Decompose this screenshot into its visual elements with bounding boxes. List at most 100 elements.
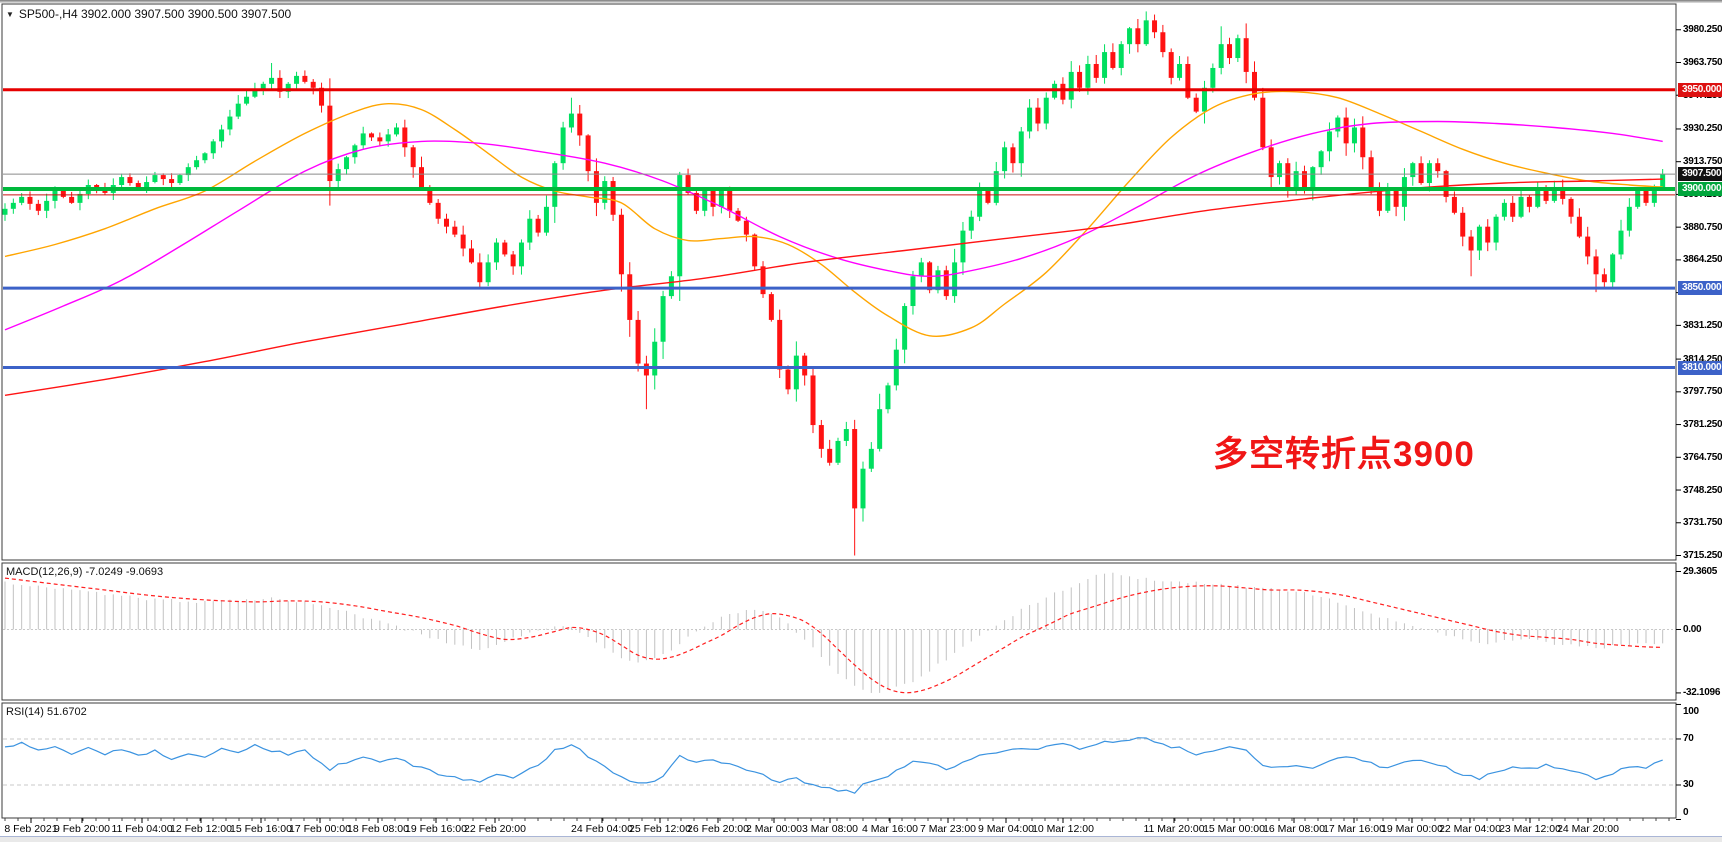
candle-body — [144, 182, 150, 189]
candle-body — [560, 127, 566, 164]
candle-body — [219, 129, 225, 142]
candle-body — [1368, 157, 1374, 187]
price-chart-panel[interactable] — [1, 3, 1677, 561]
candle-body — [1643, 190, 1649, 203]
candle-body — [244, 96, 250, 104]
candle-body — [227, 116, 233, 130]
candle-body — [369, 133, 375, 138]
candle-body — [302, 75, 308, 82]
candle-body — [1418, 163, 1424, 184]
candle-body — [1435, 163, 1441, 172]
candle-body — [1127, 28, 1133, 45]
price-tick-label: 3781.250 — [1683, 419, 1722, 431]
time-tick-label: 24 Feb 04:00 — [571, 823, 633, 835]
ma-fast-orange — [4, 90, 1663, 337]
time-tick-label: 17 Mar 16:00 — [1323, 823, 1385, 835]
price-tick-label: 3930.250 — [1683, 123, 1722, 135]
price-tick-label: 3963.750 — [1683, 57, 1722, 68]
candle-body — [1218, 44, 1224, 68]
candle-body — [1085, 63, 1091, 88]
collapse-triangle-icon[interactable]: ▼ — [6, 10, 14, 19]
candle-body — [718, 190, 724, 207]
candle-body — [902, 306, 908, 350]
candle-body — [585, 135, 591, 172]
candle-body — [1143, 20, 1149, 45]
macd-indicator-label: MACD(12,26,9) -7.0249 -9.0693 — [6, 566, 164, 578]
time-tick-label: 9 Mar 04:00 — [977, 823, 1035, 835]
candle-body — [260, 83, 266, 90]
candle-body — [1077, 71, 1083, 88]
candle-body — [877, 409, 883, 449]
macd-panel[interactable] — [1, 562, 1677, 701]
candle-body — [1093, 63, 1099, 78]
price-badge-3810.000: 3810.000 — [1678, 360, 1722, 375]
candle-body — [627, 274, 633, 320]
candle-body — [1460, 212, 1466, 237]
time-tick-label: 12 Feb 12:00 — [170, 823, 232, 835]
price-tick-label: 3764.750 — [1683, 451, 1722, 463]
time-tick-label: 16 Mar 08:00 — [1263, 823, 1325, 835]
candle-body — [643, 363, 649, 376]
candle-body — [702, 190, 708, 211]
price-tick-label: 3797.750 — [1683, 386, 1722, 398]
candle-body — [693, 192, 699, 211]
candle-body — [635, 319, 641, 364]
macd-tick-label: -32.1096 — [1683, 687, 1721, 699]
candle-body — [1160, 32, 1166, 53]
candle-body — [277, 77, 283, 92]
time-tick-label: 11 Feb 04:00 — [111, 823, 173, 835]
candle-body — [577, 113, 583, 136]
candle-body — [119, 177, 125, 186]
candle-body — [1376, 186, 1382, 211]
candle-body — [1260, 97, 1266, 148]
candle-body — [1285, 163, 1291, 187]
candle-body — [652, 341, 658, 376]
candle-body — [1426, 163, 1432, 184]
candle-body — [1018, 131, 1024, 164]
candle-body — [210, 141, 216, 154]
candle-body — [1152, 20, 1158, 33]
rsi-tick-label: 30 — [1683, 779, 1694, 791]
candle-body — [1493, 216, 1499, 243]
price-tick-label: 3880.750 — [1683, 221, 1722, 233]
candle-body — [727, 190, 733, 211]
candle-body — [1027, 107, 1033, 132]
macd-tick-label: 0.00 — [1683, 624, 1702, 635]
candle-body — [1110, 52, 1116, 68]
candle-body — [568, 113, 574, 128]
price-badge-3907.500: 3907.500 — [1678, 167, 1722, 182]
candle-body — [1060, 83, 1066, 100]
macd-signal-line — [4, 577, 1663, 694]
candle-body — [1576, 216, 1582, 237]
rsi-panel[interactable] — [1, 702, 1677, 819]
candle-body — [843, 429, 849, 441]
price-badge-3850.000: 3850.000 — [1678, 281, 1722, 296]
candle-body — [677, 175, 683, 277]
candle-body — [685, 175, 691, 193]
candle-body — [510, 254, 516, 267]
candle-body — [1043, 97, 1049, 124]
candle-body — [452, 226, 458, 235]
candle-body — [852, 429, 858, 509]
candle-body — [1168, 52, 1174, 78]
candle-body — [435, 202, 441, 219]
candle-body — [860, 468, 866, 509]
candle-body — [1543, 190, 1549, 201]
candle-body — [960, 230, 966, 263]
candle-body — [77, 193, 83, 203]
candle-body — [1468, 236, 1474, 251]
time-tick-label: 19 Mar 00:00 — [1381, 823, 1443, 835]
price-badge-3950.000: 3950.000 — [1678, 82, 1722, 97]
candle-body — [1501, 202, 1507, 217]
candle-body — [1243, 38, 1249, 72]
candle-body — [668, 276, 674, 297]
candle-body — [1410, 163, 1416, 178]
candle-body — [968, 216, 974, 231]
candle-body — [1660, 174, 1666, 187]
candle-body — [835, 440, 841, 463]
candle-body — [818, 425, 824, 449]
candle-body — [202, 153, 208, 161]
rsi-tick-label: 100 — [1683, 705, 1699, 717]
candle-body — [152, 175, 158, 183]
